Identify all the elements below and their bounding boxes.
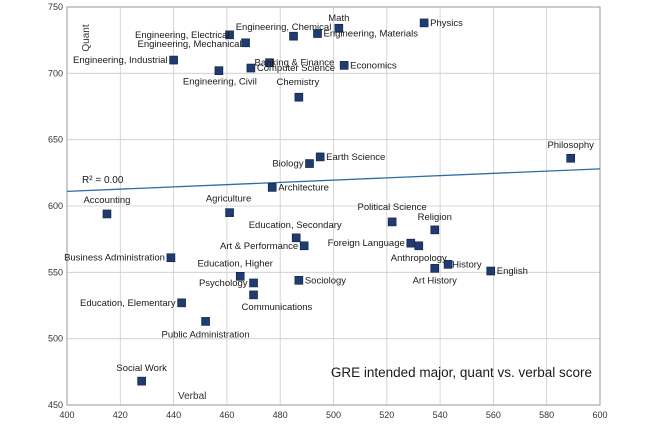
x-tick-label: 520 — [379, 410, 394, 420]
data-point — [102, 209, 112, 219]
point-label: Communications — [242, 302, 313, 313]
data-point — [249, 290, 258, 300]
point-label: Math — [328, 13, 349, 24]
data-point — [443, 260, 453, 269]
point-label: Computer Science — [257, 63, 335, 74]
point-label: Economics — [350, 60, 397, 71]
point-label: Religion — [418, 212, 452, 223]
point-label: Agriculture — [206, 194, 251, 205]
data-point — [313, 29, 322, 38]
point-label: History — [452, 259, 482, 270]
point-label: Psychology — [199, 278, 248, 289]
data-point — [249, 278, 258, 288]
data-point — [265, 58, 274, 68]
y-tick-label: 450 — [48, 400, 63, 410]
data-point — [267, 183, 277, 192]
data-point — [419, 18, 429, 28]
data-point — [305, 159, 314, 168]
x-tick-label: 600 — [592, 410, 607, 420]
data-point — [214, 66, 224, 75]
data-point — [486, 266, 496, 276]
y-tick-label: 550 — [48, 267, 63, 277]
data-point — [291, 233, 301, 243]
point-label: Architecture — [278, 182, 329, 193]
x-tick-label: 580 — [539, 410, 554, 420]
x-axis-label: Verbal — [178, 391, 206, 402]
y-tick-label: 500 — [48, 334, 63, 344]
x-tick-label: 460 — [219, 410, 234, 420]
data-point — [430, 225, 440, 235]
point-label: Sociology — [305, 275, 346, 286]
data-point — [246, 63, 256, 73]
trend-line — [66, 168, 601, 193]
point-label: Engineering, Civil — [183, 77, 257, 88]
point-label: Education, Elementary — [80, 298, 176, 309]
x-tick-label: 440 — [166, 410, 181, 420]
point-label: Banking & Finance — [255, 58, 335, 69]
y-tick-label: 750 — [48, 2, 63, 12]
data-point — [315, 152, 325, 162]
data-point — [299, 241, 309, 251]
y-tick-label: 600 — [48, 201, 63, 211]
chart-title: GRE intended major, quant vs. verbal sco… — [331, 365, 592, 380]
data-point — [334, 23, 344, 33]
point-label: Biology — [272, 159, 303, 170]
data-point — [339, 61, 349, 70]
data-point — [430, 264, 440, 273]
point-label: Education, Secondary — [249, 220, 342, 231]
data-point — [294, 275, 304, 285]
point-label: Art & Performance — [220, 241, 298, 252]
point-label: Business Administration — [64, 253, 165, 264]
data-point — [225, 208, 234, 217]
data-point — [241, 38, 250, 48]
x-tick-label: 480 — [273, 410, 288, 420]
point-label: Anthropology — [391, 253, 447, 264]
point-label: Philosophy — [547, 140, 594, 151]
trendline-r2-label: R² = 0.00 — [82, 175, 124, 186]
data-point — [137, 376, 146, 386]
point-label: English — [497, 266, 528, 277]
point-label: Education, Higher — [197, 258, 273, 269]
point-label: Chemistry — [276, 77, 319, 88]
point-label: Social Work — [116, 363, 167, 374]
point-label: Art History — [413, 275, 458, 286]
y-tick-label: 650 — [48, 135, 63, 145]
data-point — [387, 217, 397, 227]
data-point — [289, 31, 298, 41]
point-label: Engineering, Mechanical — [138, 39, 242, 50]
tick-labels: 400 420 440 460 480 500 520 540 560 580 600 450 500 5… — [48, 2, 608, 420]
point-label: Physics — [430, 18, 463, 29]
point-label: Engineering, Materials — [324, 29, 419, 40]
point-label: Engineering, Industrial — [73, 55, 168, 66]
x-tick-label: 540 — [433, 410, 448, 420]
point-label: Earth Science — [326, 152, 385, 163]
x-tick-label: 420 — [113, 410, 128, 420]
data-point — [235, 272, 245, 281]
x-tick-label: 500 — [326, 410, 341, 420]
data-point — [169, 55, 178, 65]
data-point — [414, 241, 424, 251]
data-point — [406, 238, 416, 248]
point-label: Public Administration — [161, 329, 249, 340]
point-label: Foreign Language — [328, 238, 405, 249]
data-point — [177, 298, 186, 308]
y-tick-label: 700 — [48, 68, 63, 78]
data-points — [102, 18, 575, 386]
data-point — [225, 30, 234, 40]
point-label: Accounting — [83, 195, 130, 206]
y-axis-label: Quant — [81, 24, 92, 51]
data-point — [201, 317, 210, 326]
x-tick-label: 400 — [59, 410, 74, 420]
x-tick-label: 560 — [486, 410, 501, 420]
point-label: Political Science — [358, 202, 427, 213]
axes — [66, 6, 601, 406]
data-point — [566, 153, 575, 163]
plot-border — [66, 6, 601, 406]
point-label: Engineering, Electrical — [135, 30, 230, 41]
data-point — [294, 92, 304, 102]
point-label: Engineering, Chemical — [236, 22, 332, 33]
data-point — [166, 253, 176, 263]
